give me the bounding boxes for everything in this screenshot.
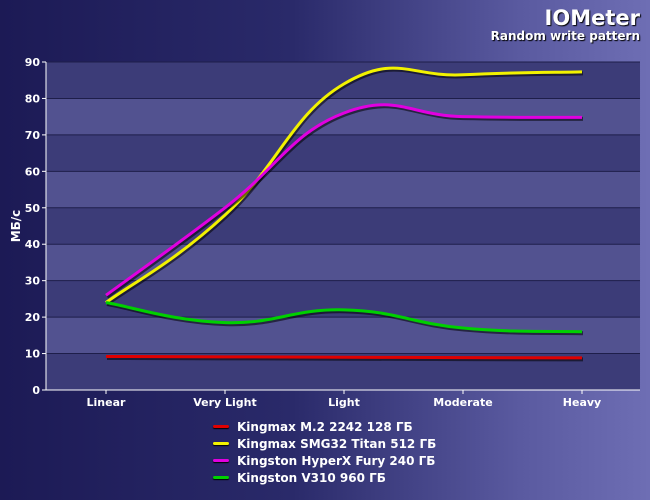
chart-subtitle: Random write pattern — [490, 29, 640, 43]
x-tick-label: Heavy — [563, 396, 601, 409]
x-tick-label: Very Light — [193, 396, 257, 409]
chart-title: IOMeter — [544, 6, 640, 30]
y-tick-label: 90 — [25, 56, 41, 69]
legend: Kingmax M.2 2242 128 ГБ Kingmax SMG32 Tit… — [213, 418, 436, 486]
x-tick-label: Linear — [87, 396, 126, 409]
y-axis-ticks: 0 10 20 30 40 50 60 70 80 90 — [25, 56, 46, 397]
legend-label: Kingston HyperX Fury 240 ГБ — [237, 453, 436, 468]
legend-item: Kingston HyperX Fury 240 ГБ — [213, 452, 436, 469]
y-tick-label: 40 — [25, 238, 41, 251]
legend-label: Kingston V310 960 ГБ — [237, 470, 386, 485]
axes — [45, 62, 640, 391]
x-tick-label: Light — [328, 396, 360, 409]
y-tick-label: 10 — [25, 348, 41, 361]
y-tick-label: 60 — [25, 165, 41, 178]
x-axis-ticks: Linear Very Light Light Moderate Heavy — [87, 390, 601, 409]
series-shadow — [105, 104, 584, 299]
series-lines — [105, 66, 584, 362]
legend-label: Kingmax M.2 2242 128 ГБ — [237, 419, 413, 434]
legend-swatch — [213, 425, 229, 428]
legend-label: Kingmax SMG32 Titan 512 ГБ — [237, 436, 437, 451]
series-line-2 — [105, 66, 583, 304]
y-tick-label: 80 — [25, 92, 41, 105]
series-line-3 — [105, 103, 583, 297]
legend-item: Kingmax M.2 2242 128 ГБ — [213, 418, 436, 435]
grid-band — [46, 244, 640, 281]
y-tick-label: 0 — [32, 384, 40, 397]
plot-area — [46, 62, 640, 390]
series-line-1 — [105, 354, 583, 360]
grid-band — [46, 171, 640, 208]
grid-band — [46, 317, 640, 354]
legend-item: Kingmax SMG32 Titan 512 ГБ — [213, 435, 436, 452]
y-tick-label: 20 — [25, 311, 41, 324]
legend-item: Kingston V310 960 ГБ — [213, 469, 436, 486]
y-tick-label: 30 — [25, 275, 41, 288]
x-tick-label: Moderate — [433, 396, 492, 409]
y-tick-label: 70 — [25, 129, 41, 142]
legend-swatch — [213, 459, 229, 462]
legend-swatch — [213, 442, 229, 445]
series-line-4 — [105, 301, 583, 334]
y-axis-label: МБ/с — [9, 210, 23, 243]
y-tick-label: 50 — [25, 202, 41, 215]
legend-swatch — [213, 476, 229, 479]
